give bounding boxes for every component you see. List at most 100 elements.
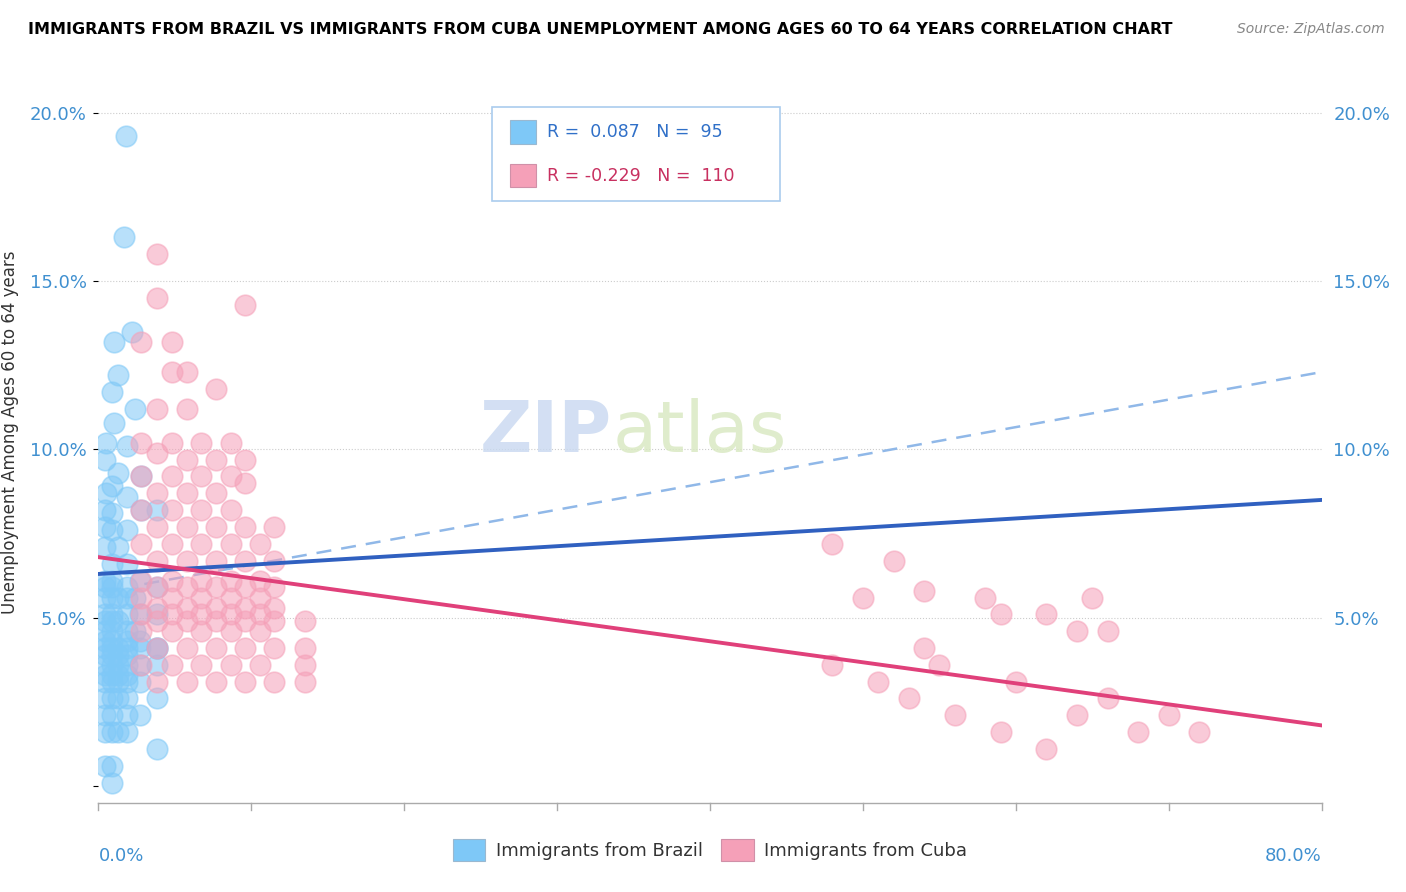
Point [160,365,183,379]
Legend: Immigrants from Brazil, Immigrants from Cuba: Immigrants from Brazil, Immigrants from … [446,831,974,868]
Point [129,624,152,639]
Point [176,640,198,655]
Point [129,435,152,450]
Point [107,591,129,605]
Point [233,600,256,615]
Point [912,583,935,598]
Point [176,600,198,615]
Point [101,624,124,639]
Point [129,469,152,483]
Point [129,469,152,483]
Point [107,466,129,480]
Point [117,557,139,571]
Point [263,600,285,615]
Point [101,725,124,739]
Point [93,708,115,723]
Point [107,540,129,554]
Point [93,691,115,706]
Point [205,674,228,689]
Point [160,624,183,639]
Point [233,674,256,689]
Point [93,640,115,655]
Point [233,581,256,595]
Point [912,640,935,655]
Point [294,657,316,672]
Point [101,385,124,400]
Point [124,591,146,605]
Point [190,574,212,588]
Point [990,607,1012,622]
Point [93,540,115,554]
Point [205,452,228,467]
Point [129,536,152,550]
Text: 80.0%: 80.0% [1265,847,1322,865]
Point [145,674,167,689]
Point [117,648,139,662]
Point [101,640,124,655]
Point [145,520,167,534]
Point [103,334,125,349]
Point [93,581,115,595]
Point [221,624,243,639]
Point [145,247,167,261]
Point [294,674,316,689]
Point [176,520,198,534]
Point [1066,708,1088,723]
Point [117,624,139,639]
Point [263,581,285,595]
Text: R =  0.087   N =  95: R = 0.087 N = 95 [547,123,723,141]
Point [190,435,212,450]
Point [990,725,1012,739]
Point [190,624,212,639]
Point [145,446,167,460]
Point [145,640,167,655]
Point [145,742,167,756]
Point [145,291,167,305]
Point [107,614,129,628]
Point [221,435,243,450]
Text: IMMIGRANTS FROM BRAZIL VS IMMIGRANTS FROM CUBA UNEMPLOYMENT AMONG AGES 60 TO 64 : IMMIGRANTS FROM BRAZIL VS IMMIGRANTS FRO… [28,22,1173,37]
Y-axis label: Unemployment Among Ages 60 to 64 years: Unemployment Among Ages 60 to 64 years [0,251,18,615]
Point [176,365,198,379]
Point [233,452,256,467]
Point [160,657,183,672]
Point [117,668,139,682]
Point [145,581,167,595]
Point [101,674,124,689]
Point [117,691,139,706]
Point [221,503,243,517]
Point [145,581,167,595]
Point [145,691,167,706]
Point [107,640,129,655]
Point [1066,624,1088,639]
Point [145,640,167,655]
Point [190,657,212,672]
Point [93,607,115,622]
Point [115,129,138,144]
Point [176,452,198,467]
Point [233,520,256,534]
Text: R = -0.229   N =  110: R = -0.229 N = 110 [547,167,734,185]
Point [1097,624,1119,639]
Point [868,674,890,689]
Point [160,503,183,517]
Text: atlas: atlas [612,398,786,467]
Point [117,581,139,595]
Point [294,614,316,628]
Point [263,674,285,689]
Text: ZIP: ZIP [479,398,612,467]
Point [205,614,228,628]
Point [117,523,139,537]
Point [128,574,150,588]
Point [205,520,228,534]
Point [107,657,129,672]
Point [249,536,271,550]
Point [93,674,115,689]
Point [93,591,115,605]
Point [233,614,256,628]
Point [263,614,285,628]
Point [101,668,124,682]
Point [176,553,198,567]
Point [93,648,115,662]
Point [117,657,139,672]
